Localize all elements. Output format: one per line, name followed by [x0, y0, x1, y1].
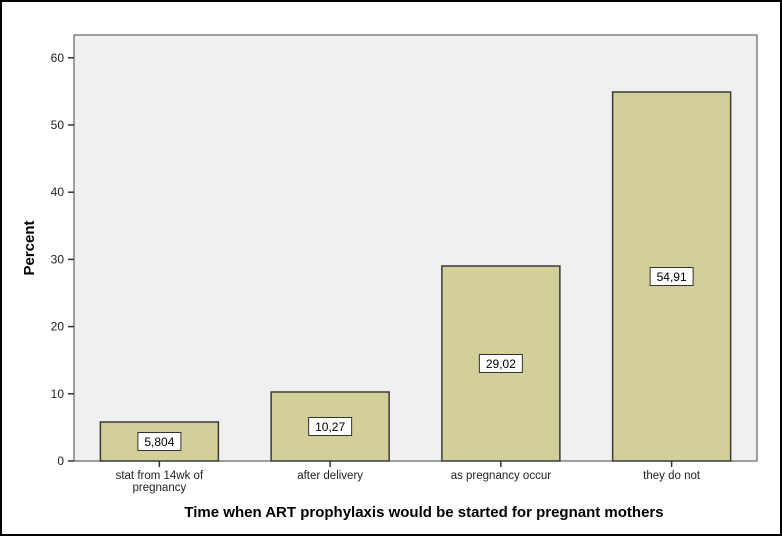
y-tick-label: 40 [51, 185, 65, 199]
data-label: 29,02 [486, 357, 516, 371]
y-axis: 0 10 20 30 40 50 60 [51, 51, 74, 468]
y-tick-label: 50 [51, 118, 65, 132]
x-tick-label: pregnancy [133, 482, 187, 494]
data-label-box [478, 353, 523, 373]
data-label: 54,91 [657, 270, 687, 284]
data-label-box [137, 431, 182, 451]
data-label: 5,804 [144, 435, 174, 449]
data-label-box [308, 416, 353, 436]
x-tick-label: they do not [643, 470, 701, 482]
data-label-box [649, 267, 694, 287]
bar [99, 421, 220, 462]
y-axis-title: Percent [21, 220, 38, 275]
x-axis-title: Time when ART prophylaxis would be start… [184, 504, 663, 521]
y-tick-label: 20 [51, 320, 65, 334]
x-tick-label: stat from 14wk of [116, 470, 204, 482]
data-label: 10,27 [315, 420, 345, 434]
y-tick-label: 60 [51, 51, 65, 65]
bars: 5,804 10,27 29,02 54,91 [99, 91, 732, 462]
x-tick-label: after delivery [297, 470, 363, 482]
y-tick-label: 10 [51, 387, 65, 401]
y-tick-label: 0 [57, 454, 64, 468]
x-tick-label: as pregnancy occur [451, 470, 552, 482]
y-tick-label: 30 [51, 252, 65, 266]
